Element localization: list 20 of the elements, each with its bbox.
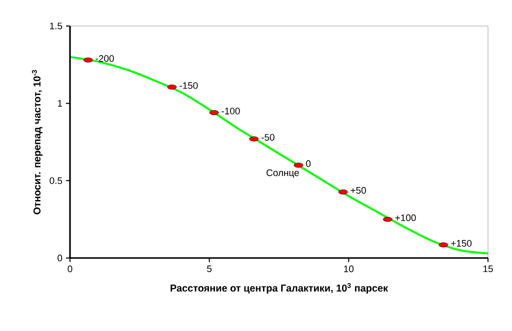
x-tick-label: 10 [344,266,354,272]
y-tick-label: 1.5 [50,22,62,30]
x-axis-title: Расстояние от центра Галактики, 10$^{3}$ парсек [170,283,388,294]
y-axis-title: Относит. перепад частот, 10$^{-3}$ [32,70,42,214]
annotation: +50 [350,187,366,194]
y-tick-label: 0 [58,254,62,262]
annotation: -100 [222,108,240,114]
annotation: +100 [395,214,416,222]
line-series [69,56,490,254]
annotation: -50 [262,134,274,141]
annotation: -200 [96,55,114,62]
annotation: 0 [306,160,311,168]
y-tick-label: 1 [58,100,62,107]
annotation: -150 [180,82,198,89]
x-tick-label: 15 [483,266,493,272]
x-tick-label: 5 [207,266,212,272]
annotation: +150 [451,240,472,247]
x-tick-label: 0 [68,266,72,272]
y-tick-label: 0.5 [50,177,62,184]
annotation: Солнце [266,169,299,178]
